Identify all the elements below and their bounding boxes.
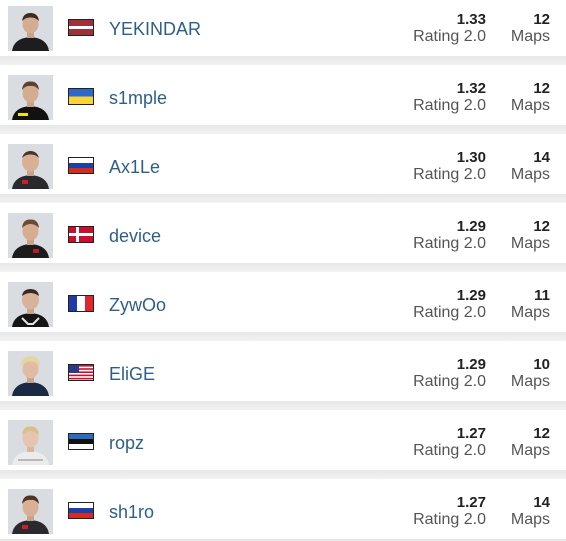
rating-label: Rating 2.0	[413, 442, 486, 459]
rating-value: 1.32	[456, 80, 486, 97]
player-name-link[interactable]: ropz	[109, 433, 145, 453]
maps-stat: 14 Maps	[511, 495, 550, 529]
player-avatar[interactable]	[8, 282, 53, 327]
maps-label: Maps	[510, 511, 550, 528]
rating-value: 1.29	[456, 287, 486, 304]
latvia-flag-icon	[68, 19, 94, 36]
maps-value: 12	[533, 11, 550, 28]
player-row-sh1ro[interactable]: sh1ro 1.27 Rating 2.0 14 Maps	[0, 483, 566, 541]
rating-stat: 1.29 Rating 2.0	[413, 357, 486, 391]
maps-label: Maps	[510, 304, 550, 321]
player-row-yekindar[interactable]: YEKINDAR 1.33 Rating 2.0 12 Maps	[0, 0, 566, 65]
usa-flag-icon	[68, 364, 94, 381]
maps-stat: 10 Maps	[511, 357, 550, 391]
player-avatar[interactable]	[8, 75, 53, 120]
maps-stat: 12 Maps	[511, 12, 550, 46]
player-name-link[interactable]: device	[109, 226, 162, 246]
maps-value: 14	[533, 494, 550, 511]
maps-value: 11	[534, 287, 550, 304]
player-photo-icon	[8, 75, 53, 120]
player-photo-icon	[8, 489, 53, 534]
maps-stat: 11 Maps	[511, 288, 550, 322]
player-row-device[interactable]: device 1.29 Rating 2.0 12 Maps	[0, 207, 566, 272]
maps-stat: 12 Maps	[511, 81, 550, 115]
player-avatar[interactable]	[8, 6, 53, 51]
maps-value: 10	[533, 356, 550, 373]
rating-label: Rating 2.0	[413, 304, 486, 321]
player-row-elige[interactable]: EliGE 1.29 Rating 2.0 10 Maps	[0, 345, 566, 410]
rating-stat: 1.33 Rating 2.0	[413, 12, 486, 46]
player-avatar[interactable]	[8, 351, 53, 396]
rating-label: Rating 2.0	[413, 166, 486, 183]
maps-label: Maps	[510, 373, 550, 390]
rating-stat: 1.29 Rating 2.0	[413, 219, 486, 253]
rating-stat: 1.27 Rating 2.0	[413, 495, 486, 529]
player-name-link[interactable]: EliGE	[109, 364, 156, 384]
rating-value: 1.33	[456, 11, 486, 28]
russia-flag-icon	[68, 502, 94, 519]
player-name-link[interactable]: YEKINDAR	[109, 19, 202, 39]
russia-flag-icon	[68, 157, 94, 174]
maps-label: Maps	[510, 235, 550, 252]
rating-value: 1.27	[456, 494, 486, 511]
france-flag-icon	[68, 295, 94, 312]
rating-stat: 1.29 Rating 2.0	[413, 288, 486, 322]
maps-stat: 12 Maps	[511, 426, 550, 460]
player-avatar[interactable]	[8, 144, 53, 189]
rating-label: Rating 2.0	[413, 511, 486, 528]
player-avatar[interactable]	[8, 489, 53, 534]
rating-label: Rating 2.0	[413, 373, 486, 390]
player-row-ropz[interactable]: ropz 1.27 Rating 2.0 12 Maps	[0, 414, 566, 479]
player-photo-icon	[8, 6, 53, 51]
player-name-link[interactable]: sh1ro	[109, 502, 155, 522]
player-photo-icon	[8, 282, 53, 327]
player-row-ax1le[interactable]: Ax1Le 1.30 Rating 2.0 14 Maps	[0, 138, 566, 203]
estonia-flag-icon	[68, 433, 94, 450]
maps-value: 14	[533, 149, 550, 166]
rating-label: Rating 2.0	[413, 235, 486, 252]
rating-value: 1.29	[456, 218, 486, 235]
rating-value: 1.27	[456, 425, 486, 442]
rating-label: Rating 2.0	[413, 28, 486, 45]
maps-label: Maps	[510, 97, 550, 114]
player-photo-icon	[8, 351, 53, 396]
rating-label: Rating 2.0	[413, 97, 486, 114]
rating-stat: 1.30 Rating 2.0	[413, 150, 486, 184]
player-photo-icon	[8, 420, 53, 465]
player-name-link[interactable]: s1mple	[109, 88, 168, 108]
player-row-s1mple[interactable]: s1mple 1.32 Rating 2.0 12 Maps	[0, 69, 566, 134]
player-name-link[interactable]: ZywOo	[109, 295, 167, 315]
maps-stat: 14 Maps	[511, 150, 550, 184]
rating-stat: 1.27 Rating 2.0	[413, 426, 486, 460]
ukraine-flag-icon	[68, 88, 94, 105]
maps-label: Maps	[510, 28, 550, 45]
maps-value: 12	[533, 80, 550, 97]
maps-value: 12	[533, 218, 550, 235]
maps-label: Maps	[510, 442, 550, 459]
player-name-link[interactable]: Ax1Le	[109, 157, 161, 177]
maps-stat: 12 Maps	[511, 219, 550, 253]
maps-value: 12	[533, 425, 550, 442]
rating-value: 1.30	[456, 149, 486, 166]
player-photo-icon	[8, 144, 53, 189]
player-photo-icon	[8, 213, 53, 258]
player-avatar[interactable]	[8, 420, 53, 465]
rating-stat: 1.32 Rating 2.0	[413, 81, 486, 115]
player-row-zywoo[interactable]: ZywOo 1.29 Rating 2.0 11 Maps	[0, 276, 566, 341]
rating-value: 1.29	[456, 356, 486, 373]
maps-label: Maps	[510, 166, 550, 183]
player-avatar[interactable]	[8, 213, 53, 258]
denmark-flag-icon	[68, 226, 94, 243]
